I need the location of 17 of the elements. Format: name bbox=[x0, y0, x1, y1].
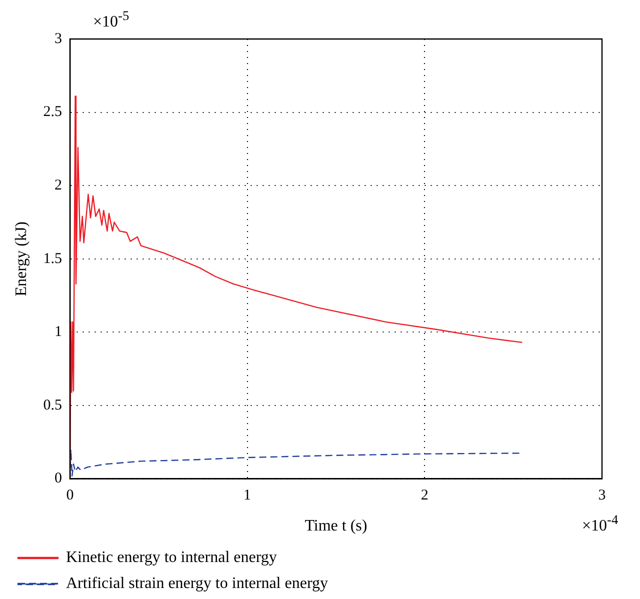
y-tick-label: 3 bbox=[54, 30, 62, 47]
y-tick-label: 2.5 bbox=[43, 104, 62, 120]
x-tick-label: 1 bbox=[244, 488, 252, 504]
x-tick-label: 0 bbox=[66, 488, 74, 504]
x-tick-label: 2 bbox=[420, 488, 428, 504]
y-tick-label: 2 bbox=[54, 178, 62, 194]
y-axis-title: Energy (kJ) bbox=[12, 222, 30, 296]
legend-label: Kinetic energy to internal energy bbox=[66, 549, 277, 566]
x-tick-label: 3 bbox=[598, 488, 606, 504]
x-axis-title: Time t (s) bbox=[304, 518, 368, 535]
y-tick-label: 0 bbox=[54, 470, 62, 487]
text: ×10$^{-5}$ bbox=[93, 8, 130, 32]
y-tick-label: 1.5 bbox=[43, 250, 62, 267]
legend-label: Artificial strain energy to internal energy bbox=[66, 575, 328, 592]
text: ×10$^{-4}$ bbox=[582, 512, 618, 536]
y-tick-label: 1 bbox=[54, 324, 62, 340]
y-tick-label: 0.5 bbox=[43, 397, 62, 414]
